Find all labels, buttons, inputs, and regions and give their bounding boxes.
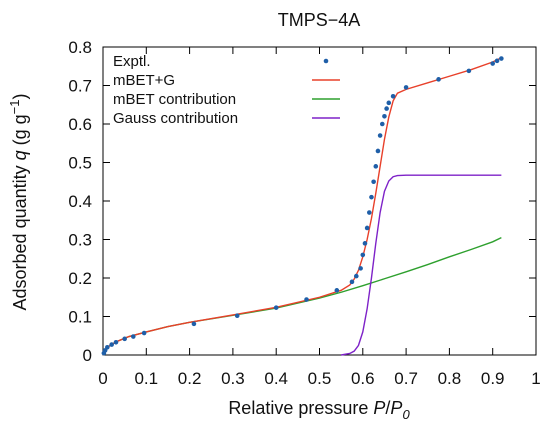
data-point: [105, 345, 110, 350]
y-axis-label-unit: (g g: [10, 114, 30, 150]
legend-label-mbet-g: mBET+G: [113, 72, 175, 89]
data-point: [273, 305, 279, 310]
data-point: [366, 210, 372, 215]
y-axis-label-unit-close: ): [10, 94, 30, 100]
y-tick-label: 0.1: [68, 308, 92, 327]
legend: Exptl. mBET+G mBET contribution Gauss contr…: [113, 53, 340, 127]
x-tick-label: 0.5: [308, 369, 332, 388]
data-point: [234, 313, 240, 319]
x-tick-label: 0.7: [394, 369, 418, 388]
data-point: [364, 225, 370, 231]
y-axis-label-var: q: [10, 150, 30, 160]
data-point: [466, 68, 472, 74]
y-axis-label-superscript: −1: [7, 100, 22, 115]
x-tick-label: 0.9: [481, 369, 505, 388]
legend-label-gauss-contribution: Gauss contribution: [113, 110, 238, 127]
y-tick-label: 0: [83, 346, 92, 365]
data-point: [334, 288, 340, 293]
data-point: [499, 56, 504, 61]
x-axis-label-prefix: Relative pressure: [228, 398, 373, 418]
y-axis-label: Adsorbed quantity q (g g−1): [7, 94, 30, 311]
data-point: [384, 106, 389, 111]
data-point: [490, 61, 496, 66]
data-point: [403, 85, 409, 90]
x-tick-label: 0.3: [221, 369, 245, 388]
y-axis: 0 0.1 0.2 0.3 0.4 0.5 0.6 0.7 0.8: [68, 38, 536, 365]
x-tick-label: 0: [98, 369, 107, 388]
y-tick-label: 0.3: [68, 231, 92, 250]
data-point: [360, 252, 366, 258]
data-point: [371, 179, 376, 185]
data-point: [113, 339, 119, 345]
series-layer: [101, 56, 504, 356]
x-axis-label-subscript: 0: [402, 407, 410, 422]
chart-title: TMPS−4A: [278, 10, 361, 30]
data-point: [362, 241, 368, 246]
legend-label-mbet-contribution: mBET contribution: [113, 91, 236, 108]
data-point: [369, 194, 374, 200]
data-point: [354, 273, 359, 279]
data-point: [304, 297, 309, 302]
data-point: [373, 164, 379, 169]
data-point: [386, 100, 392, 106]
x-tick-label: 1: [531, 369, 540, 388]
data-point: [382, 114, 387, 119]
legend-swatch-exptl-: [323, 58, 329, 64]
data-point: [358, 266, 363, 271]
data-point: [141, 330, 147, 336]
y-tick-label: 0.5: [68, 154, 92, 173]
y-tick-label: 0.7: [68, 77, 92, 96]
series-line-gauss-contribution: [341, 174, 502, 356]
y-tick-label: 0.6: [68, 115, 92, 134]
y-tick-label: 0.4: [68, 192, 92, 211]
data-point: [109, 342, 114, 347]
x-tick-label: 0.4: [264, 369, 288, 388]
data-point: [375, 148, 381, 154]
x-axis-label: Relative pressure P/P0: [228, 398, 410, 422]
x-axis-label-var: P: [373, 398, 385, 418]
data-point: [494, 58, 500, 64]
x-axis-label-sep: /: [385, 398, 390, 418]
y-tick-label: 0.2: [68, 269, 92, 288]
x-axis-label-var2: P: [390, 398, 402, 418]
data-point: [191, 321, 197, 327]
data-point: [131, 334, 136, 339]
legend-label-exptl-: Exptl.: [113, 53, 151, 70]
data-point: [122, 336, 127, 342]
y-axis-label-prefix: Adsorbed quantity: [10, 160, 30, 310]
x-tick-label: 0.2: [178, 369, 202, 388]
x-axis: 0 0.1 0.2 0.3 0.4 0.5 0.6 0.7 0.8 0.9 1: [98, 47, 541, 388]
data-point: [349, 279, 355, 285]
data-point: [436, 77, 441, 82]
data-point: [390, 93, 396, 99]
x-tick-label: 0.1: [134, 369, 158, 388]
data-point: [377, 133, 383, 138]
series-line-mbet-contribution: [102, 236, 502, 356]
x-tick-label: 0.6: [351, 369, 375, 388]
x-tick-label: 0.8: [438, 369, 462, 388]
y-tick-label: 0.8: [68, 38, 92, 57]
data-point: [379, 121, 385, 127]
